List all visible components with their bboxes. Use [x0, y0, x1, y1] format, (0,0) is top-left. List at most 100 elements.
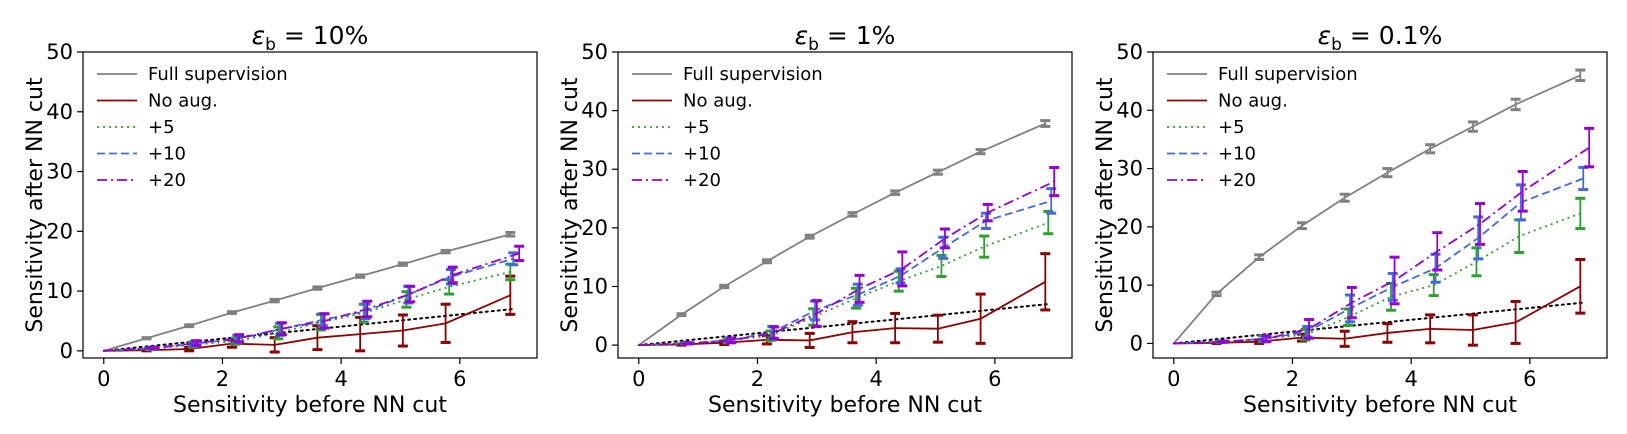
chart-2-y-axis-label: Sensitivity after NN cut — [558, 77, 583, 333]
chart-1-reference-line — [102, 307, 515, 352]
chart-3-series-0 — [1173, 68, 1586, 345]
chart-1-legend-label-1: No aug. — [148, 91, 218, 112]
chart-2-ytick-label: 10 — [581, 274, 608, 298]
chart-1-ytick-label: 20 — [46, 219, 73, 243]
chart-1-series-1 — [103, 274, 516, 354]
chart-1-legend: Full supervision No aug. +5 +10 +20 — [97, 64, 288, 191]
chart-2-xtick-label: 4 — [869, 367, 882, 391]
chart-2-legend-label-0: Full supervision — [683, 64, 823, 85]
chart-3-ytick-label: 30 — [1116, 157, 1143, 181]
chart-2-series-0 — [638, 119, 1051, 346]
chart-2-ytick-label: 50 — [581, 40, 608, 64]
chart-1-xtick-label: 6 — [453, 367, 466, 391]
chart-2-series-1-line — [638, 281, 1046, 347]
chart-3-ytick-label: 10 — [1116, 273, 1143, 297]
chart-3-series-4 — [1173, 126, 1595, 345]
chart-3-xtick-label: 0 — [1167, 367, 1180, 391]
chart-3-axes-frame — [1152, 51, 1608, 359]
chart-1-title-symbol: ε — [252, 21, 266, 50]
chart-3-xtick-label: 2 — [1286, 367, 1299, 391]
chart-1-series-4 — [103, 244, 525, 352]
chart-3-legend-label-4: +20 — [1218, 170, 1256, 191]
chart-1-y-axis-label: Sensitivity after NN cut — [23, 77, 48, 333]
chart-3-title-subscript: b — [1331, 35, 1342, 55]
chart-2-xtick-label: 0 — [632, 367, 645, 391]
chart-1-xtick-label: 0 — [97, 367, 110, 391]
chart-2-title: εb = 1% — [795, 21, 896, 55]
chart-3-legend: Full supervision No aug. +5 +10 +20 — [1167, 64, 1358, 191]
chart-3-title-symbol: ε — [1318, 21, 1332, 50]
chart-3-title-rest: = 0.1% — [1342, 21, 1442, 50]
chart-1-axes-frame — [82, 51, 538, 359]
chart-1-title: εb = 10% — [252, 21, 369, 55]
chart-3-x-axis-label: Sensitivity before NN cut — [1243, 393, 1517, 418]
chart-2-series-2-line — [638, 221, 1049, 347]
chart-3-ytick-label: 0 — [1130, 331, 1143, 355]
chart-3-legend-label-3: +10 — [1218, 144, 1256, 165]
chart-1-xtick-label: 2 — [216, 367, 229, 391]
chart-2-series-2 — [638, 209, 1054, 347]
chart-1-series-4-line — [103, 252, 520, 352]
chart-2-series-3-line — [638, 200, 1052, 347]
chart-3-series-3-line — [1173, 177, 1584, 345]
chart-3-xtick-label: 4 — [1404, 367, 1417, 391]
chart-3-y-axis-label: Sensitivity after NN cut — [1093, 77, 1118, 333]
chart-2-legend: Full supervision No aug. +5 +10 +20 — [632, 64, 823, 191]
chart-3-title: εb = 0.1% — [1318, 21, 1443, 55]
chart-1-series-0-line — [103, 233, 511, 352]
chart-3-series-1 — [1173, 257, 1586, 348]
chart-3-series-4-line — [1173, 146, 1590, 345]
chart-1-series-3-line — [103, 257, 514, 352]
chart-3-series-1-line — [1173, 285, 1581, 345]
chart-1-ytick-label: 30 — [46, 160, 73, 184]
chart-3-legend-label-0: Full supervision — [1218, 64, 1358, 85]
chart-2-ytick-label: 20 — [581, 216, 608, 240]
chart-3-xtick-label: 6 — [1523, 367, 1536, 391]
chart-2-title-symbol: ε — [795, 21, 809, 50]
chart-3-ytick-label: 20 — [1116, 215, 1143, 239]
chart-1-ytick-label: 0 — [60, 339, 73, 363]
chart-2-legend-label-3: +10 — [683, 144, 721, 165]
chart-1-legend-label-2: +5 — [148, 117, 175, 138]
chart-2-ytick-label: 30 — [581, 157, 608, 181]
chart-1-title-rest: = 10% — [276, 21, 368, 50]
chart-3-legend-label-1: No aug. — [1218, 91, 1288, 112]
chart-1-legend-label-3: +10 — [148, 144, 186, 165]
chart-2-axes-frame — [617, 51, 1073, 359]
chart-2-legend-label-1: No aug. — [683, 91, 753, 112]
chart-2-title-rest: = 1% — [819, 21, 896, 50]
chart-2-legend-label-4: +20 — [683, 170, 721, 191]
chart-2-series-0-line — [638, 122, 1046, 346]
chart-2-x-axis-label: Sensitivity before NN cut — [708, 393, 982, 418]
chart-1-plot-area — [102, 230, 525, 354]
chart-2-series-1 — [638, 252, 1051, 349]
chart-1-series-0 — [103, 230, 516, 352]
chart-1-series-1-line — [103, 294, 511, 352]
chart-1-ytick-label: 40 — [46, 100, 73, 124]
chart-1-x-axis-label: Sensitivity before NN cut — [173, 393, 447, 418]
chart-2-plot-area — [637, 119, 1060, 349]
chart-3-series-0-line — [1173, 74, 1581, 345]
chart-1-ytick-label: 10 — [46, 279, 73, 303]
chart-1-legend-label-4: +20 — [148, 170, 186, 191]
chart-3-reference-line — [1172, 301, 1585, 345]
chart-3-ytick-label: 40 — [1116, 98, 1143, 122]
chart-2-series-4 — [638, 165, 1060, 347]
chart-2-legend-label-2: +5 — [683, 117, 710, 138]
chart-2-ytick-label: 0 — [595, 333, 608, 357]
chart-3-legend-label-2: +5 — [1218, 117, 1245, 138]
chart-1-xtick-label: 4 — [334, 367, 347, 391]
chart-2-ytick-label: 40 — [581, 99, 608, 123]
chart-1-ytick-label: 50 — [46, 40, 73, 64]
chart-1-title-subscript: b — [265, 35, 276, 55]
chart-3-plot-area — [1172, 68, 1595, 348]
chart-2-xtick-label: 6 — [988, 367, 1001, 391]
chart-1-legend-label-0: Full supervision — [148, 64, 288, 85]
chart-3-ytick-label: 50 — [1116, 40, 1143, 64]
chart-2-series-4-line — [638, 180, 1055, 347]
chart-2-xtick-label: 2 — [751, 367, 764, 391]
